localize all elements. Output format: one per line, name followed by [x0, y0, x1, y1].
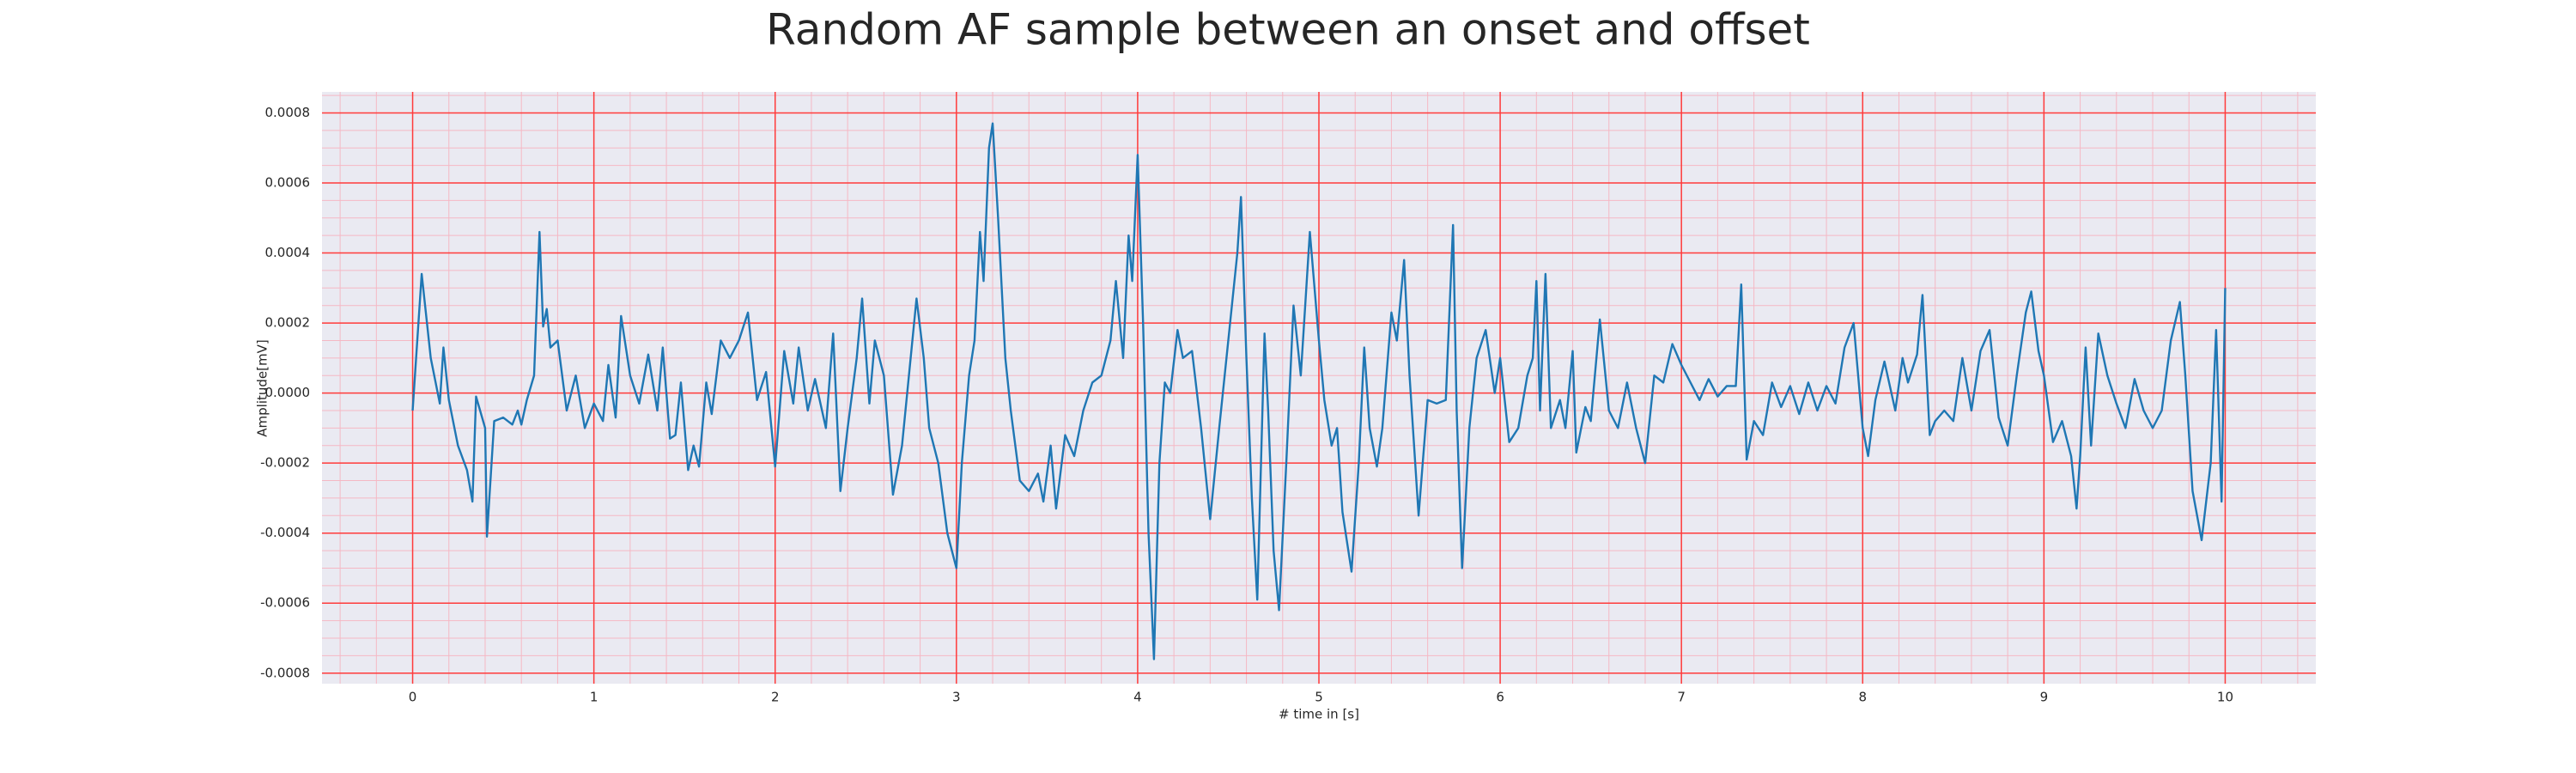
y-tick-label: -0.0004	[260, 525, 310, 540]
y-tick-label: 0.0004	[265, 245, 311, 260]
x-tick-label: 3	[952, 690, 961, 705]
y-tick-label: -0.0008	[260, 665, 310, 680]
x-tick-label: 2	[771, 690, 780, 705]
x-tick-label: 4	[1133, 690, 1142, 705]
y-tick-label: 0.0006	[265, 175, 311, 191]
x-tick-label: 9	[2040, 690, 2049, 705]
x-tick-label: 7	[1677, 690, 1686, 705]
y-tick-label: -0.0006	[260, 595, 310, 611]
x-axis-label: # time in [s]	[1279, 707, 1359, 722]
x-tick-label: 0	[409, 690, 417, 705]
y-tick-label: 0.0008	[265, 105, 311, 120]
y-tick-label: 0.0000	[265, 385, 311, 400]
y-tick-label: -0.0002	[260, 455, 310, 471]
chart-title: Random AF sample between an onset and of…	[766, 5, 1810, 55]
signal-line	[411, 122, 2227, 660]
y-axis-label: Amplitude[mV]	[255, 339, 270, 436]
x-tick-label: 6	[1496, 690, 1504, 705]
x-tick-label: 5	[1315, 690, 1323, 705]
x-tick-label: 1	[590, 690, 598, 705]
y-tick-label: 0.0002	[265, 315, 311, 331]
x-tick-label: 10	[2217, 690, 2233, 705]
x-tick-label: 8	[1858, 690, 1867, 705]
plot-area	[322, 92, 2316, 684]
